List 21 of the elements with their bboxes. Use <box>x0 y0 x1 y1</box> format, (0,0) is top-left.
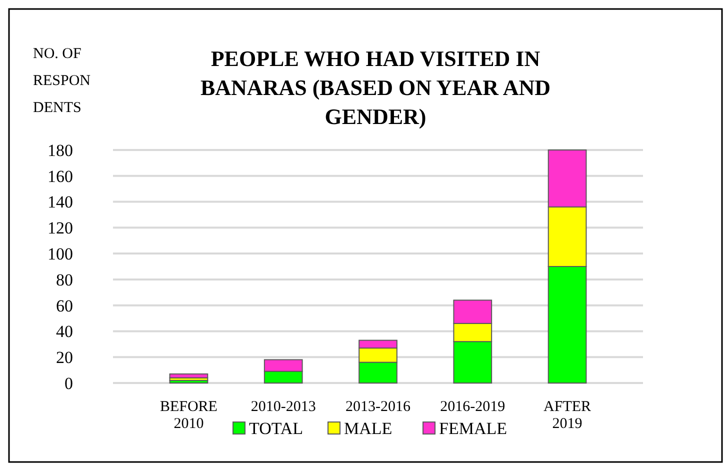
y-tick-label: 160 <box>48 166 73 186</box>
y-tick-label: 80 <box>56 270 73 290</box>
y-tick-label: 100 <box>48 244 73 264</box>
y-axis-title: NO. OF RESPON DENTS <box>33 46 91 116</box>
chart-title: PEOPLE WHO HAD VISITED IN BANARAS (BASED ON YEAR AND GENDER) <box>200 46 551 129</box>
bar <box>169 373 208 378</box>
y-tick-label: 0 <box>64 374 73 393</box>
legend-label: FEMALE <box>439 418 507 438</box>
y-tick-label: 40 <box>56 322 73 342</box>
legend-label: MALE <box>344 418 392 438</box>
y-tick-label: 60 <box>56 296 73 316</box>
x-tick-label: 2010-2013 <box>250 399 316 415</box>
legend-label: TOTAL <box>249 418 304 438</box>
x-tick-label: AFTER 2019 <box>544 399 592 432</box>
y-tick-label: 120 <box>48 218 73 238</box>
x-tick-label: BEFORE 2010 <box>160 399 218 432</box>
x-tick-label: 2013-2016 <box>346 399 411 415</box>
y-tick-label: 180 <box>48 140 73 160</box>
y-tick-label: 20 <box>56 348 73 368</box>
y-tick-label: 140 <box>48 192 73 212</box>
x-tick-label: 2016-2019 <box>440 399 506 415</box>
